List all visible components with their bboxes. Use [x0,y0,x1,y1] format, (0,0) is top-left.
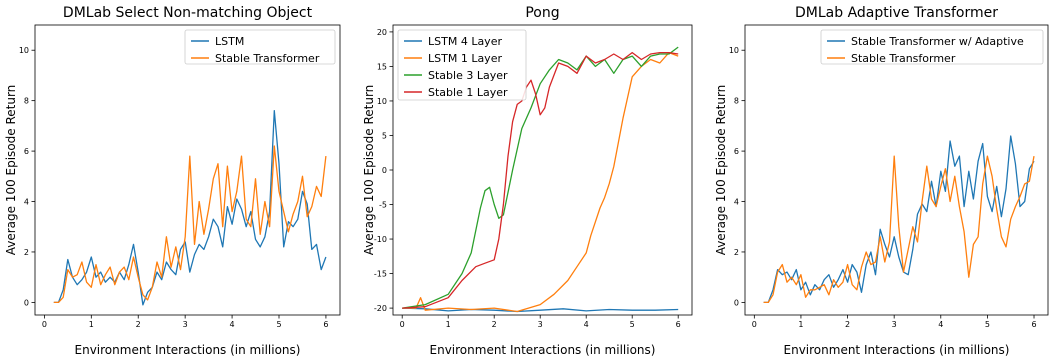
legend-label: Stable 1 Layer [428,86,508,99]
x-tick-label: 0 [400,320,405,329]
y-tick-label: 10 [19,46,29,55]
series-line-2 [402,51,679,313]
legend-box [184,29,336,65]
y-tick-label: 5 [382,131,387,140]
y-tick-label: 0 [382,166,387,175]
series-line-1 [402,307,679,313]
y-tick-label: 15 [377,62,387,71]
x-tick-label: 1 [798,320,803,329]
y-axis-label: Average 100 Episode Return [362,85,376,256]
x-tick-label: 0 [42,320,47,329]
y-tick-label: 20 [377,28,387,37]
axes-frame [744,24,1049,316]
y-tick-label: 8 [24,97,29,106]
x-tick-label: 1 [89,320,94,329]
x-axis-label: Environment Interactions (in millions) [430,343,656,357]
x-tick-label: 5 [276,320,281,329]
legend-label: Stable 3 Layer [428,69,508,82]
legend-label: LSTM [215,35,244,48]
chart-title: DMLab Adaptive Transformer [795,5,998,21]
chart-title: Pong [525,5,559,21]
legend-label: Stable Transformer [851,52,956,65]
y-tick-label: 10 [377,97,387,106]
x-tick-label: 3 [538,320,543,329]
y-tick-label: 10 [729,46,739,55]
y-tick-label: 8 [734,97,739,106]
x-tick-label: 0 [752,320,757,329]
series-line-4 [402,51,679,309]
x-axis-label: Environment Interactions (in millions) [75,343,301,357]
x-tick-label: 2 [136,320,141,329]
x-axis-label: Environment Interactions (in millions) [784,343,1010,357]
y-tick-label: 4 [24,198,29,207]
x-tick-label: 6 [676,320,681,329]
y-tick-label: 4 [734,198,739,207]
x-tick-label: 1 [446,320,451,329]
x-tick-label: 4 [230,320,235,329]
y-tick-label: 2 [734,248,739,257]
x-tick-label: 6 [1031,320,1036,329]
axes-frame [34,24,341,316]
y-tick-label: 0 [734,298,739,307]
y-tick-label: -5 [379,201,387,210]
x-tick-label: 5 [630,320,635,329]
y-tick-label: 6 [24,147,29,156]
y-axis-label: Average 100 Episode Return [714,85,728,256]
x-tick-label: 2 [845,320,850,329]
x-tick-label: 3 [183,320,188,329]
series-line-2 [53,145,327,304]
y-tick-label: -15 [374,270,387,279]
y-tick-label: 0 [24,298,29,307]
series-line-1 [763,135,1035,304]
y-tick-label: -10 [374,235,387,244]
legend-label: LSTM 4 Layer [428,35,502,48]
series-line-3 [402,46,679,309]
legend-box [820,29,1044,65]
chart-title: DMLab Select Non-matching Object [63,5,313,21]
y-tick-label: -20 [374,304,387,313]
x-tick-label: 6 [323,320,328,329]
x-tick-label: 4 [584,320,589,329]
y-tick-label: 2 [24,248,29,257]
series-line-2 [763,155,1035,304]
legend-label: LSTM 1 Layer [428,52,502,65]
x-tick-label: 4 [938,320,943,329]
y-axis-label: Average 100 Episode Return [4,85,18,256]
x-tick-label: 2 [492,320,497,329]
x-tick-label: 5 [985,320,990,329]
legend-label: Stable Transformer [215,52,320,65]
legend-label: Stable Transformer w/ Adaptive [851,35,1024,48]
y-tick-label: 6 [734,147,739,156]
legend-box [397,29,527,101]
series-line-1 [53,110,327,306]
x-tick-label: 3 [892,320,897,329]
